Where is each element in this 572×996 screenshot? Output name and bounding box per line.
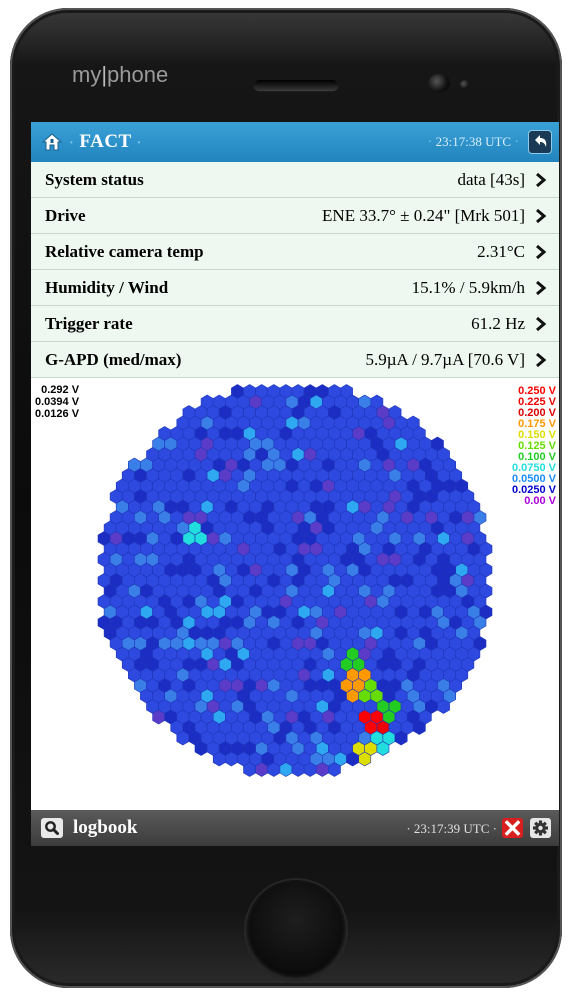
scale-label: 0.225 V <box>518 396 556 408</box>
camera-pixel-map[interactable] <box>31 378 559 810</box>
home-icon[interactable] <box>41 131 63 153</box>
scale-label: 0.0250 V <box>511 484 556 496</box>
row-label: System status <box>45 170 144 189</box>
stat-mean: 0.0394 V <box>35 396 80 408</box>
search-icon <box>45 821 59 835</box>
scale-label: 0.125 V <box>518 440 556 452</box>
camera-display[interactable]: 0.292 V 0.0394 V 0.0126 V 0.250 V 0.225 V… <box>31 378 559 810</box>
camera-pixel <box>394 730 408 746</box>
scale-label: 0.0500 V <box>511 473 556 485</box>
chevron-right-icon <box>536 209 547 223</box>
footer-time: · 23:17:39 UTC · <box>406 821 497 836</box>
row-label: G-APD (med/max) <box>45 350 182 369</box>
home-button[interactable] <box>246 880 346 980</box>
app-header: · FACT · · 23:17:38 UTC · <box>31 122 559 162</box>
scale-label: 0.150 V <box>518 429 556 441</box>
scale-label: 0.00 V <box>524 495 556 507</box>
color-scale-legend: 0.250 V 0.225 V 0.200 V 0.175 V 0.150 V 0.125… <box>512 386 556 507</box>
gear-icon <box>533 820 548 836</box>
row-gapd[interactable]: G-APD (med/max) 5.9µA / 9.7µA [70.6 V] <box>31 342 559 378</box>
camera-stats: 0.292 V 0.0394 V 0.0126 V <box>35 384 79 420</box>
row-value: 15.1% / 5.9km/h <box>411 278 525 297</box>
camera-pixel <box>437 699 450 714</box>
row-value: data [43s] <box>457 170 525 189</box>
stat-max: 0.292 V <box>41 384 80 396</box>
row-label: Humidity / Wind <box>45 278 169 297</box>
camera-pixel <box>358 751 372 767</box>
scale-label: 0.100 V <box>518 451 556 463</box>
screen: · FACT · · 23:17:38 UTC · System status … <box>31 122 559 846</box>
scale-label: 0.175 V <box>518 418 556 430</box>
back-arrow-icon <box>535 135 547 147</box>
speaker-grille <box>254 80 338 90</box>
close-icon <box>504 820 521 836</box>
row-value: 61.2 Hz <box>471 314 525 333</box>
header-time: · 23:17:38 UTC · <box>427 134 519 150</box>
chevron-right-icon <box>536 245 547 259</box>
brand-logo: my|phone <box>72 62 169 87</box>
row-value: 2.31°C <box>477 242 525 261</box>
proximity-sensor <box>460 80 469 89</box>
back-button[interactable] <box>529 131 551 153</box>
chevron-right-icon <box>536 173 547 187</box>
row-value: 5.9µA / 9.7µA [70.6 V] <box>365 350 525 369</box>
chevron-right-icon <box>536 317 547 331</box>
status-list: System status data [43s] Drive ENE 33.7°… <box>31 162 559 378</box>
row-drive[interactable]: Drive ENE 33.7° ± 0.24" [Mrk 501] <box>31 198 559 234</box>
row-label: Drive <box>45 206 86 225</box>
row-label: Relative camera temp <box>45 242 204 261</box>
camera-pixel <box>328 762 341 777</box>
row-camera-temp[interactable]: Relative camera temp 2.31°C <box>31 234 559 270</box>
camera-pixel <box>412 720 426 735</box>
search-button[interactable] <box>41 818 63 838</box>
footer-title: logbook <box>73 817 138 838</box>
row-humidity-wind[interactable]: Humidity / Wind 15.1% / 5.9km/h <box>31 270 559 306</box>
close-button[interactable] <box>502 818 523 838</box>
settings-button[interactable] <box>530 818 551 838</box>
scale-label: 0.200 V <box>518 407 556 419</box>
chevron-right-icon <box>536 353 547 367</box>
scale-label: 0.250 V <box>518 385 556 397</box>
app-footer: logbook · 23:17:39 UTC · <box>31 810 559 846</box>
stat-min: 0.0126 V <box>35 408 80 420</box>
row-value: ENE 33.7° ± 0.24" [Mrk 501] <box>322 206 525 225</box>
chevron-right-icon <box>536 281 547 295</box>
scale-label: 0.0750 V <box>511 462 556 474</box>
row-label: Trigger rate <box>45 314 133 333</box>
front-camera <box>428 74 450 92</box>
page-title: · FACT · <box>69 131 142 152</box>
row-system-status[interactable]: System status data [43s] <box>31 162 559 198</box>
row-trigger-rate[interactable]: Trigger rate 61.2 Hz <box>31 306 559 342</box>
camera-pixel <box>376 741 390 756</box>
